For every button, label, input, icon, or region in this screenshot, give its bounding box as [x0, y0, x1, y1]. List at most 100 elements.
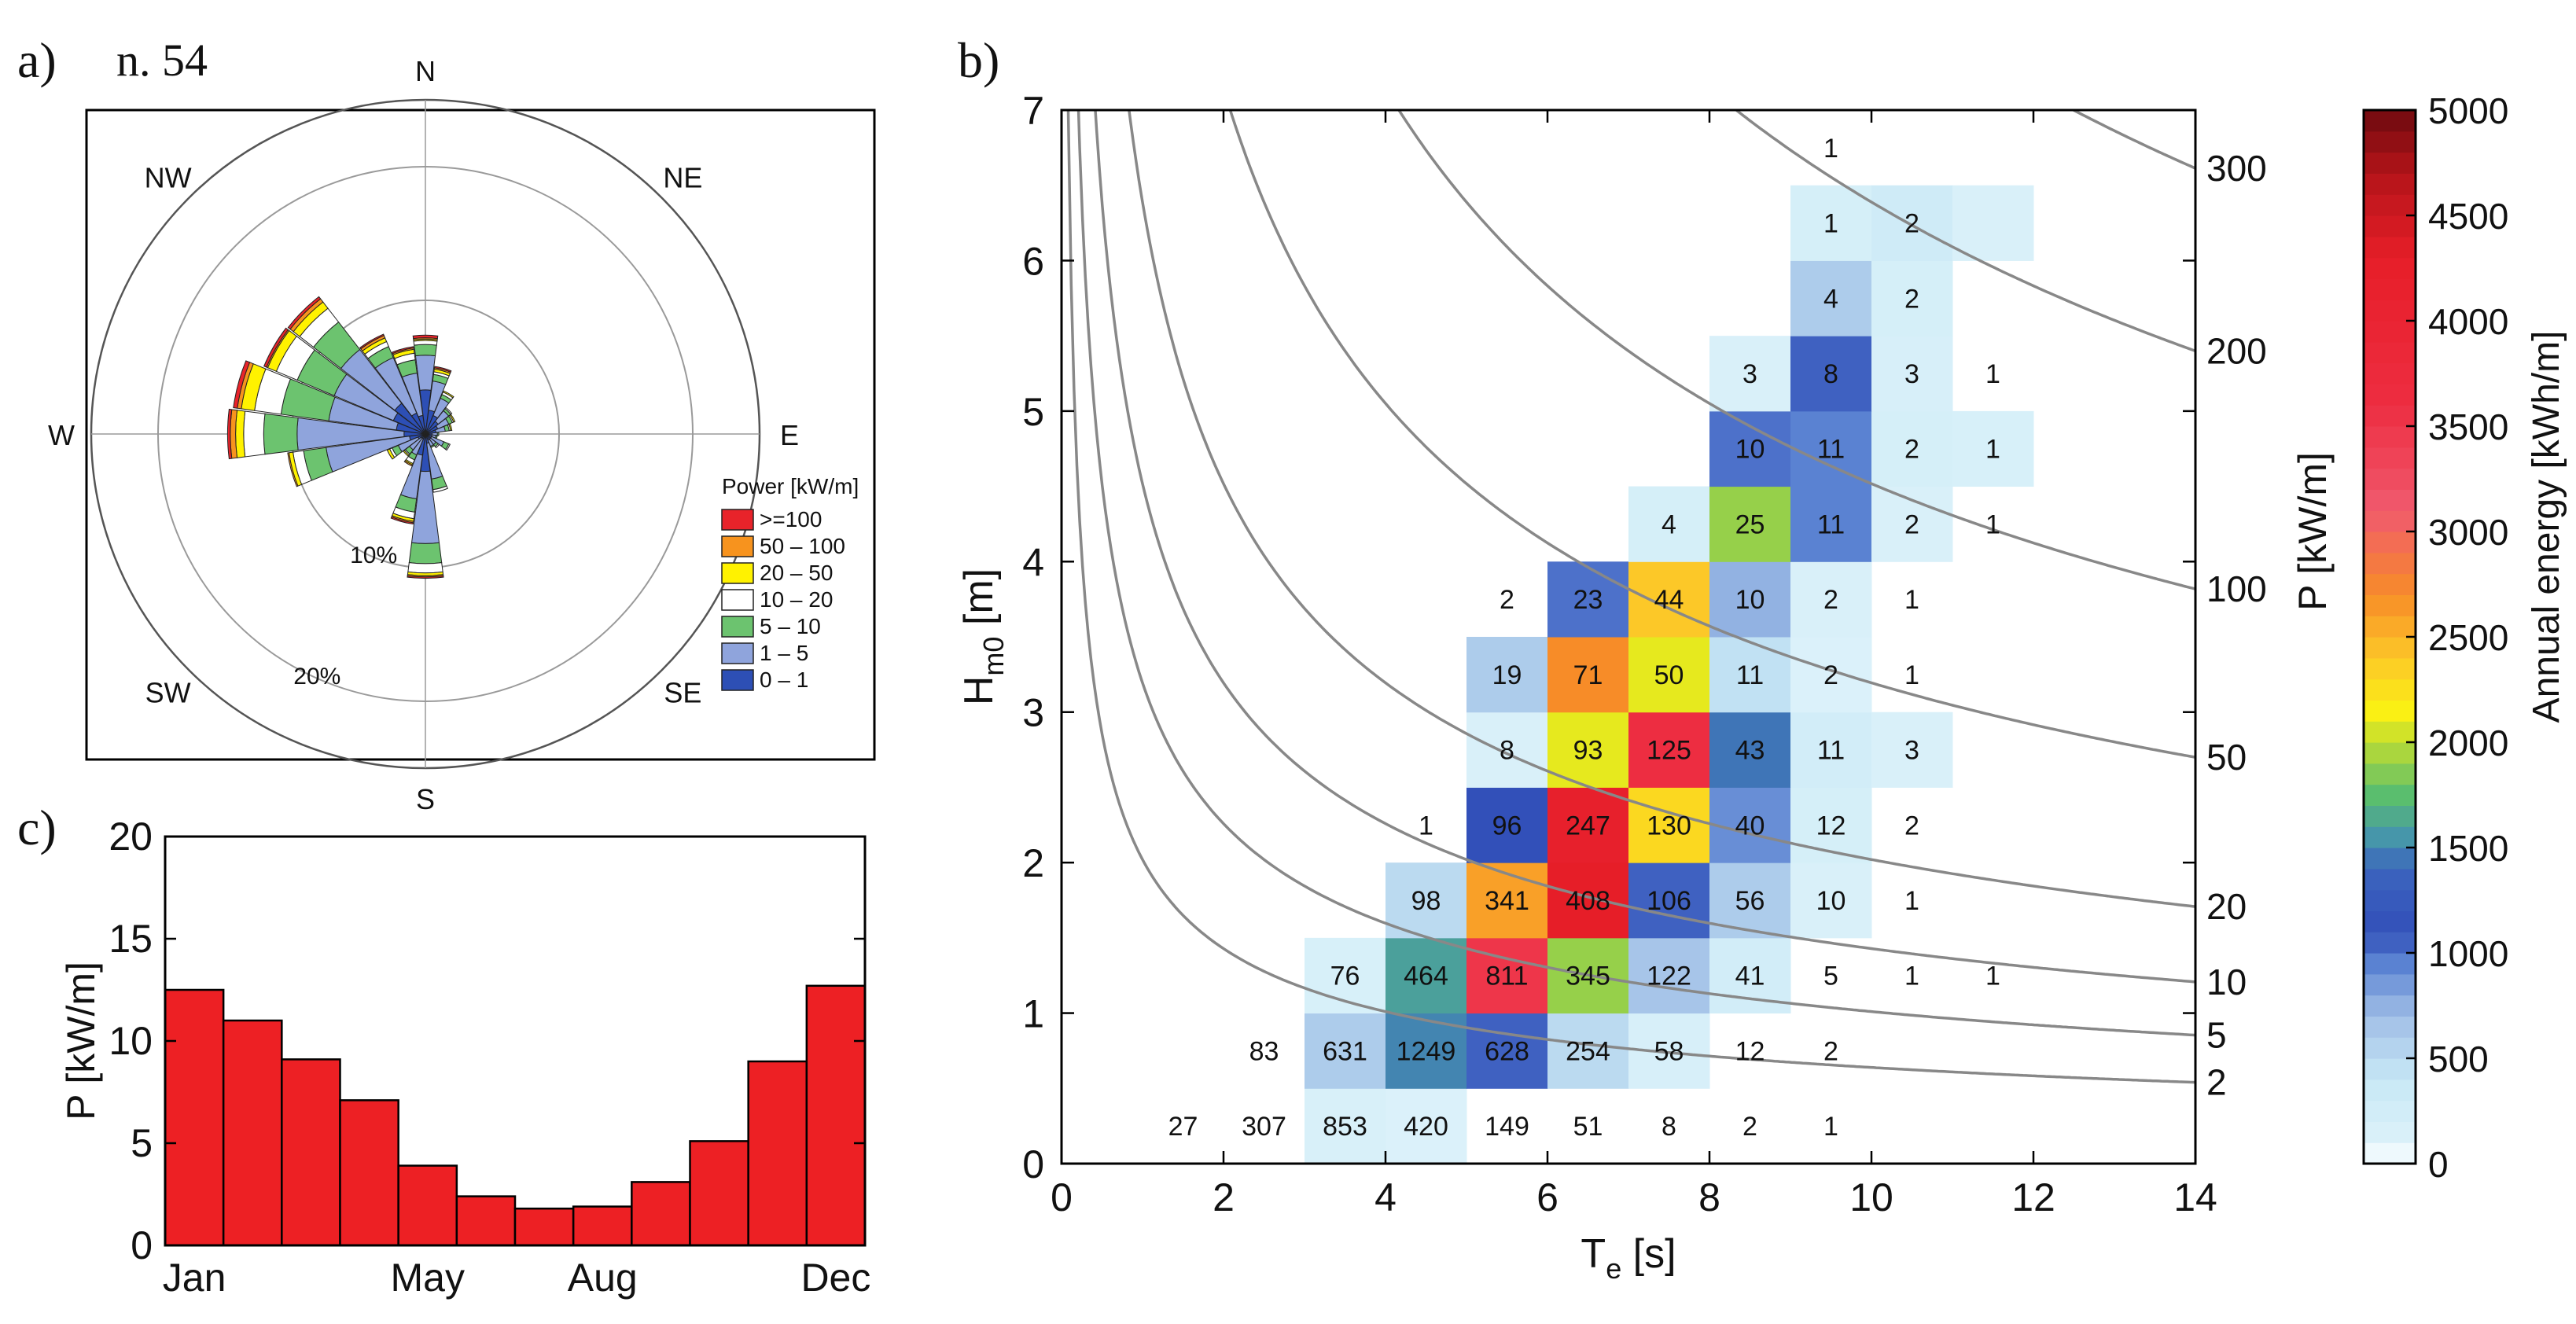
- heatmap-count: 11: [1817, 435, 1845, 465]
- heatmap-count: 27: [1168, 1112, 1198, 1142]
- monthly-ytick-label: 10: [109, 1019, 153, 1063]
- isoline-label: 50: [2206, 737, 2247, 778]
- colorbar-step: [2364, 889, 2416, 911]
- colorbar-step: [2364, 110, 2416, 132]
- rose-bar-segment: [235, 410, 246, 458]
- heatmap-count: 408: [1566, 886, 1610, 916]
- colorbar-step: [2364, 1142, 2416, 1164]
- colorbar-step: [2364, 468, 2416, 490]
- heatmap-count: 247: [1566, 811, 1610, 840]
- heatmap-cell: [1466, 937, 1548, 1014]
- ring-label: 10%: [350, 542, 397, 568]
- heatmap-count: 11: [1817, 736, 1845, 766]
- monthly-xtick-label: Jan: [163, 1256, 226, 1300]
- colorbar-step: [2364, 131, 2416, 153]
- heatmap-xtick-label: 0: [1051, 1175, 1073, 1219]
- colorbar-step: [2364, 300, 2416, 322]
- heatmap-cell: [1386, 862, 1467, 939]
- colorbar-step: [2364, 742, 2416, 764]
- heatmap-xlabel: Te [s]: [1581, 1231, 1676, 1285]
- colorbar-tick-label: 4500: [2428, 196, 2508, 237]
- rose-legend-label: 20 – 50: [760, 561, 833, 585]
- colorbar-tick-label: 3500: [2428, 406, 2508, 447]
- heatmap-count: 106: [1647, 886, 1691, 916]
- heatmap-cell: [1790, 637, 1872, 713]
- heatmap-cell: [1790, 336, 1872, 412]
- rose-legend-swatch: [721, 642, 754, 664]
- rose-bar-segment: [243, 410, 266, 458]
- heatmap-count: 631: [1323, 1036, 1367, 1066]
- rose-legend-swatch: [721, 509, 754, 531]
- heatmap-cell: [1871, 410, 1953, 487]
- ylabel-main: H: [956, 676, 1002, 706]
- rose-bar-segment: [445, 443, 451, 451]
- monthly-bar-sep: [631, 1181, 691, 1247]
- rose-bar-segment: [448, 423, 453, 432]
- rose-bar-segment: [433, 366, 452, 373]
- rose-bar-segment: [359, 333, 385, 350]
- heatmap-count: 2: [1904, 284, 1919, 314]
- colorbar-tick-label: 4000: [2428, 301, 2508, 342]
- heatmap-count: 11: [1817, 509, 1845, 539]
- rose-legend-label: >=100: [760, 507, 822, 531]
- rose-bar-segment: [432, 485, 448, 493]
- heatmap-count: 2: [1904, 435, 1919, 465]
- rose-bar-segment: [407, 575, 444, 579]
- heatmap-count: 2: [1742, 1112, 1757, 1142]
- colorbar-step: [2364, 236, 2416, 259]
- heatmap-ytick-label: 7: [1022, 89, 1044, 133]
- colorbar-step: [2364, 1016, 2416, 1038]
- colorbar-step: [2364, 637, 2416, 659]
- heatmap-cell: [1547, 787, 1629, 863]
- colorbar-step: [2364, 868, 2416, 891]
- colorbar-tick-label: 1500: [2428, 828, 2508, 869]
- heatmap-count: 1: [1823, 209, 1838, 239]
- heatmap-count: 5: [1823, 962, 1838, 991]
- rose-bar-segment: [408, 542, 443, 565]
- heatmap-cell: [1790, 712, 1872, 788]
- rose-bar-segment: [412, 334, 439, 340]
- rose-bar-segment: [391, 346, 414, 355]
- heatmap-cell: [1628, 637, 1710, 713]
- heatmap-count: 1: [1823, 1112, 1838, 1142]
- heatmap-ytick-label: 4: [1022, 540, 1044, 584]
- xlabel-sub: e: [1606, 1252, 1621, 1285]
- colorbar-step: [2364, 1079, 2416, 1101]
- rose-bar-segment: [287, 296, 322, 330]
- isoline-label: 300: [2206, 148, 2267, 189]
- heatmap-cell: [1790, 260, 1872, 337]
- heatmap-cell: [1386, 937, 1467, 1014]
- colorbar-step: [2364, 805, 2416, 827]
- heatmap-cell: [1871, 260, 1953, 337]
- ylabel-unit: [m]: [956, 568, 1002, 637]
- heatmap-xtick-label: 8: [1698, 1175, 1720, 1219]
- isoline-label: 5: [2206, 1015, 2227, 1056]
- heatmap-count: 8: [1500, 736, 1514, 766]
- heatmap-count: 8: [1662, 1112, 1676, 1142]
- colorbar-step: [2364, 405, 2416, 427]
- colorbar-step: [2364, 953, 2416, 975]
- colorbar-step: [2364, 426, 2416, 448]
- heatmap-count: 83: [1249, 1036, 1279, 1066]
- colorbar-step: [2364, 657, 2416, 680]
- monthly-power-panel: 0 5 10 15 20 Jan May Aug Dec P [kW/m]: [59, 815, 870, 1300]
- heatmap-count: 2: [1823, 660, 1838, 690]
- heatmap-cell: [1790, 486, 1872, 562]
- rose-frame: [85, 108, 876, 761]
- monthly-bar-dec: [805, 984, 867, 1247]
- station-label: n. 54: [116, 35, 208, 86]
- colorbar-step: [2364, 763, 2416, 785]
- monthly-xtick-label: Aug: [568, 1256, 638, 1300]
- heatmap-cell: [1709, 787, 1791, 863]
- heatmap-cell: [1628, 862, 1710, 939]
- heatmap-count: 10: [1735, 585, 1765, 615]
- colorbar-step: [2364, 215, 2416, 237]
- heatmap-count: 40: [1735, 811, 1765, 840]
- heatmap-count: 25: [1735, 509, 1765, 539]
- heatmap-cell: [1305, 1013, 1386, 1089]
- heatmap-count: 10: [1735, 435, 1765, 465]
- monthly-ytick-label: 5: [131, 1121, 153, 1165]
- colorbar-step: [2364, 784, 2416, 806]
